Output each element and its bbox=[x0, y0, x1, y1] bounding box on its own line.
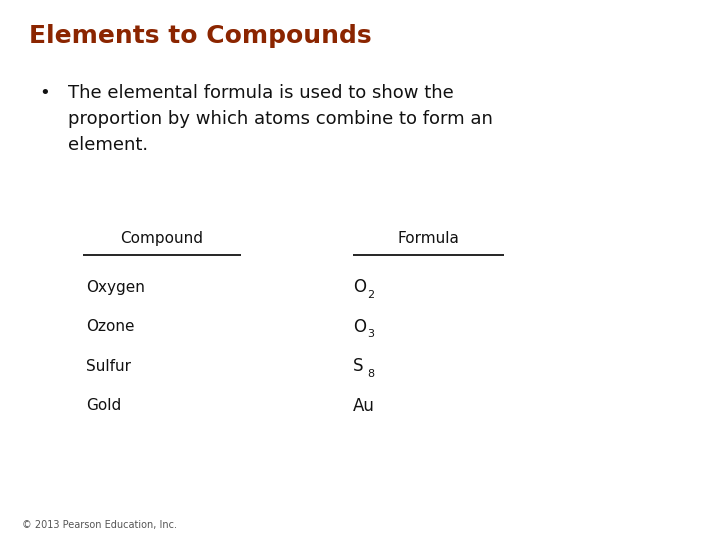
Text: O: O bbox=[353, 318, 366, 336]
Text: Au: Au bbox=[353, 396, 374, 415]
Text: Elements to Compounds: Elements to Compounds bbox=[29, 24, 372, 48]
Text: 3: 3 bbox=[367, 329, 374, 339]
Text: S: S bbox=[353, 357, 364, 375]
Text: O: O bbox=[353, 278, 366, 296]
Text: © 2013 Pearson Education, Inc.: © 2013 Pearson Education, Inc. bbox=[22, 520, 176, 530]
Text: Gold: Gold bbox=[86, 398, 122, 413]
Text: The elemental formula is used to show the: The elemental formula is used to show th… bbox=[68, 84, 454, 102]
Text: Formula: Formula bbox=[397, 231, 459, 246]
Text: proportion by which atoms combine to form an: proportion by which atoms combine to for… bbox=[68, 110, 493, 127]
Text: 8: 8 bbox=[367, 369, 374, 379]
Text: •: • bbox=[40, 84, 50, 102]
Text: 2: 2 bbox=[367, 290, 374, 300]
Text: Sulfur: Sulfur bbox=[86, 359, 131, 374]
Text: Ozone: Ozone bbox=[86, 319, 135, 334]
Text: Oxygen: Oxygen bbox=[86, 280, 145, 295]
Text: element.: element. bbox=[68, 136, 148, 153]
Text: Compound: Compound bbox=[120, 231, 204, 246]
